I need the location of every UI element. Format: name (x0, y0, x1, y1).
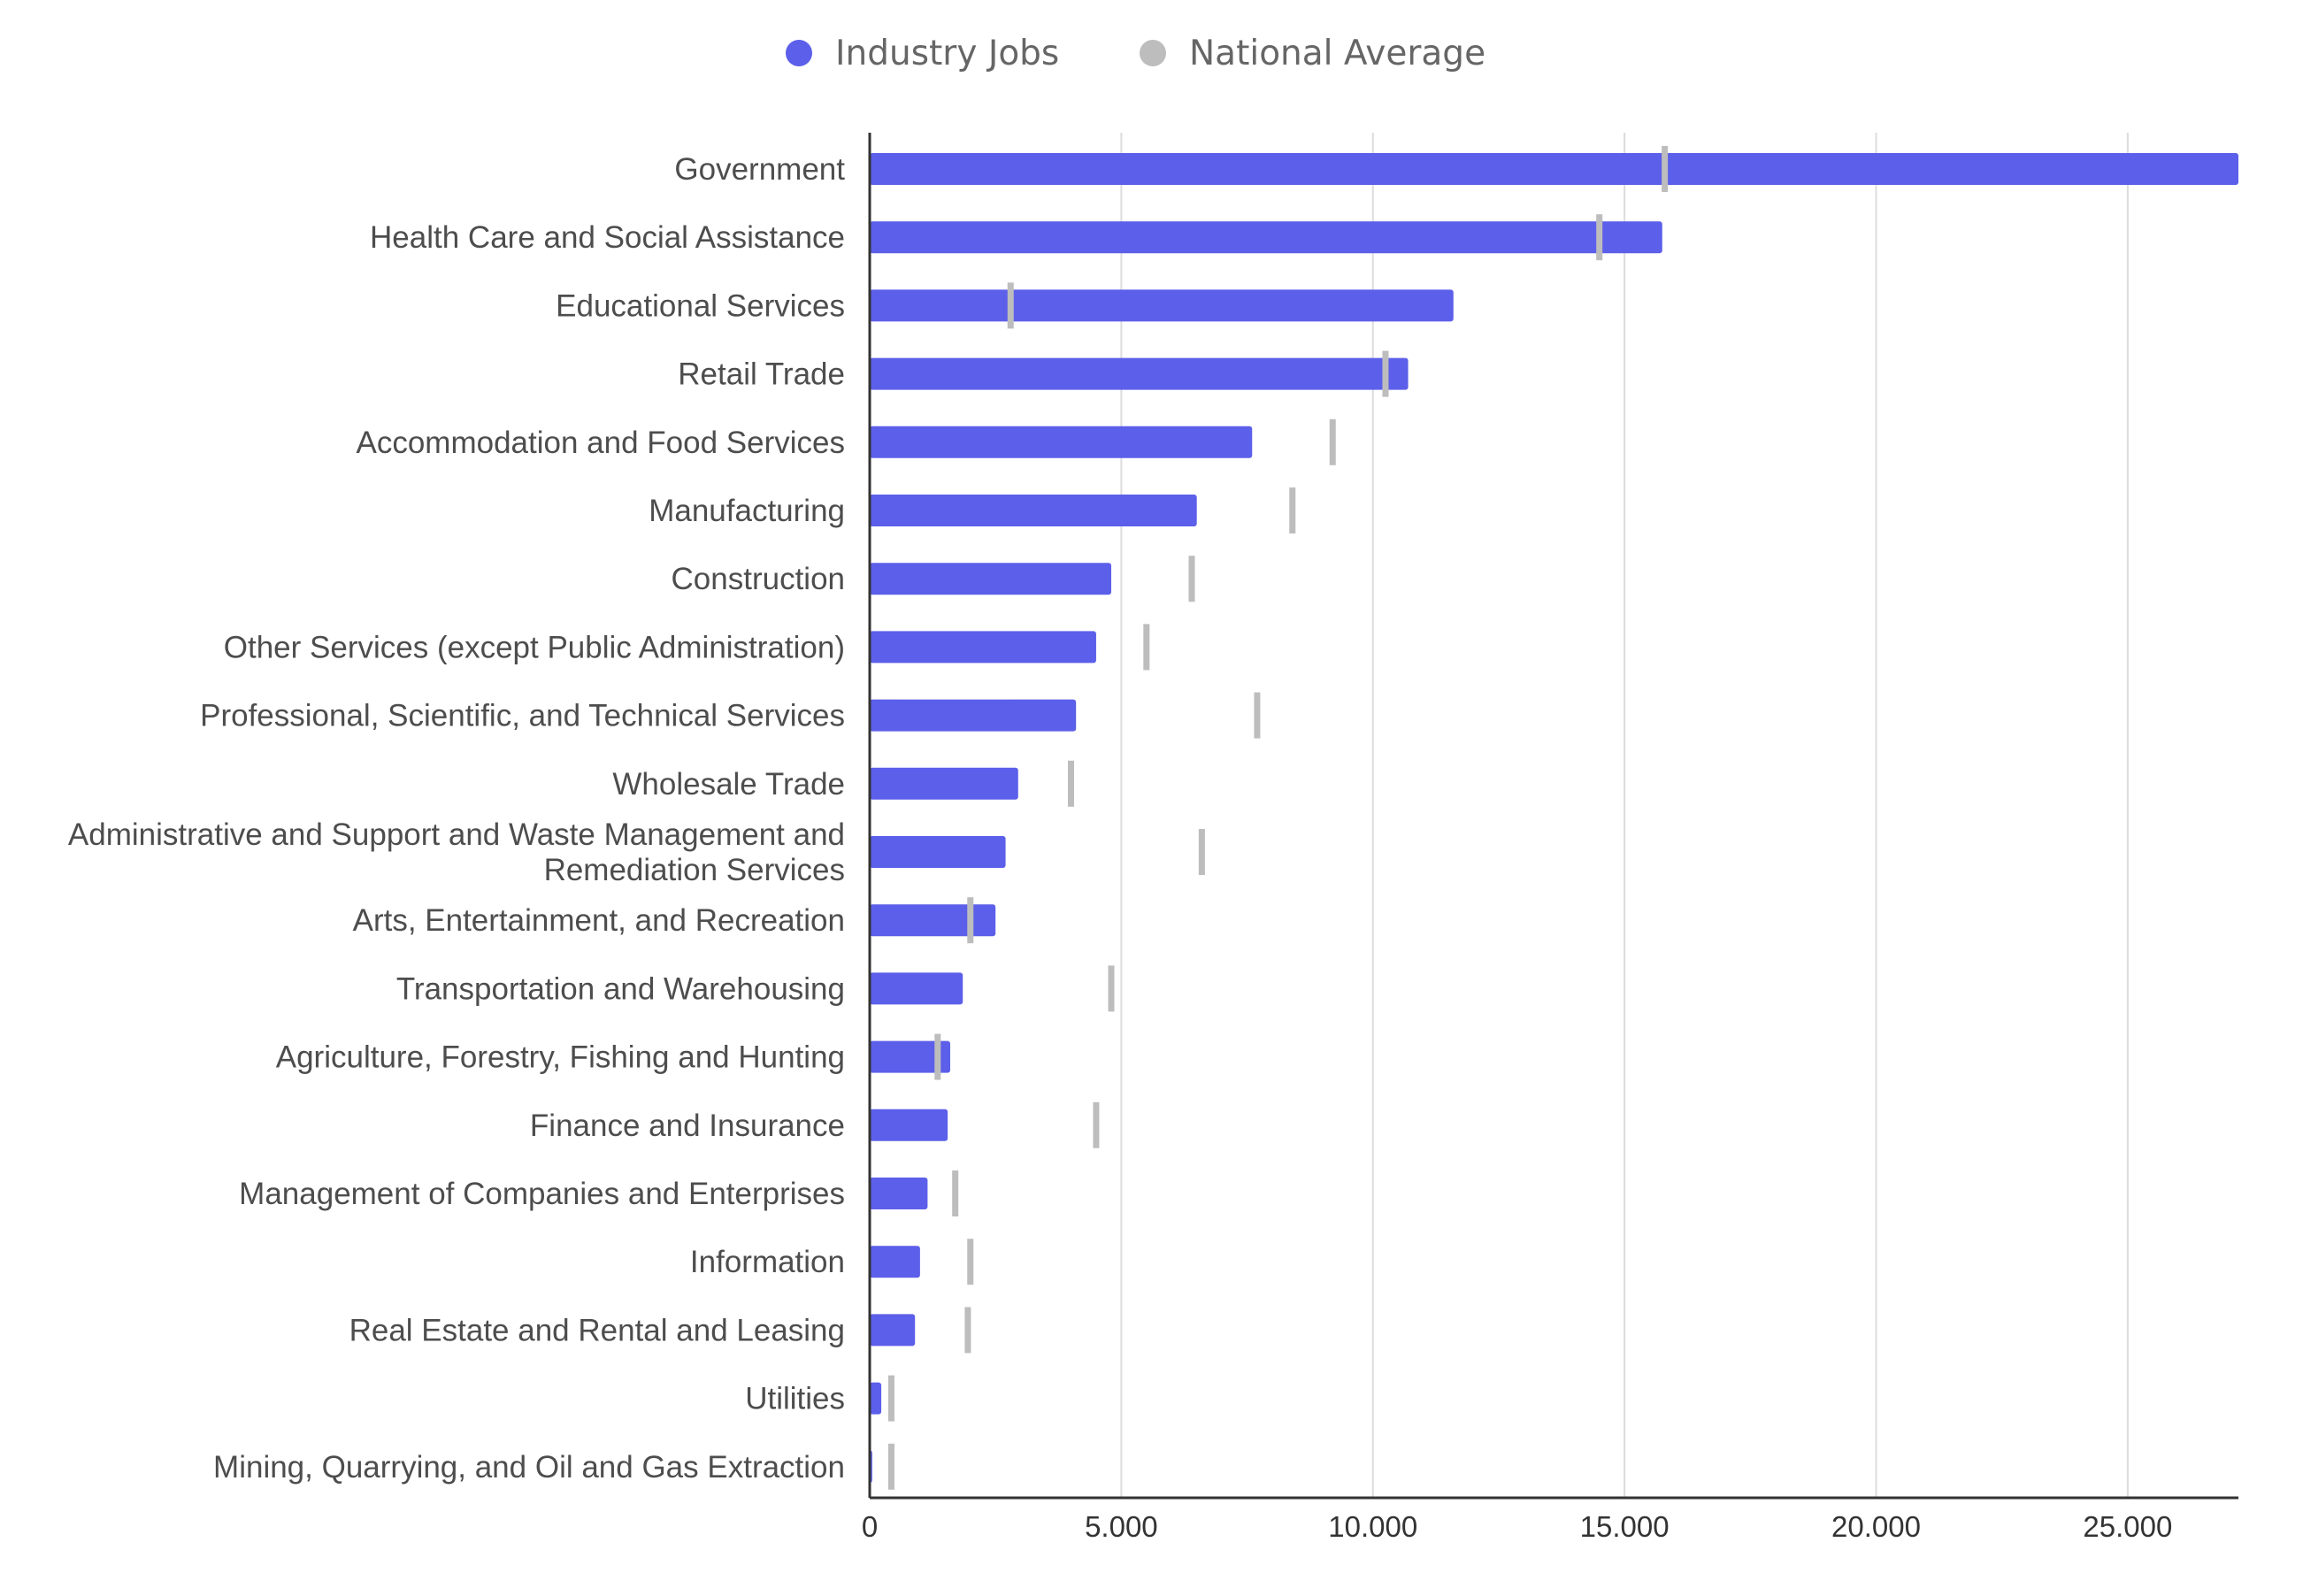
bar-transportation-and-warehousing (870, 972, 963, 1005)
bar-administrative-and-support-and-waste-management-and-remediation-services (870, 836, 1006, 868)
national-average-tick-wholesale-trade (1068, 760, 1074, 807)
national-average-tick-retail-trade (1382, 350, 1389, 397)
category-label-accommodation-and-food-services: Accommodation and Food Services (357, 426, 846, 460)
category-label-construction: Construction (672, 562, 845, 596)
bar-retail-trade (870, 357, 1409, 390)
national-average-tick-manufacturing (1289, 487, 1296, 533)
bar-health-care-and-social-assistance (870, 221, 1662, 254)
x-tick-label: 10.000 (1328, 1510, 1417, 1543)
category-label-administrative-and-support-and-waste-management-and-remediation-services: Administrative and Support and Waste Man… (68, 817, 845, 887)
national-average-tick-arts-entertainment-and-recreation (967, 897, 974, 944)
category-label-management-of-companies-and-enterprises: Management of Companies and Enterprises (239, 1177, 845, 1211)
national-average-tick-health-care-and-social-assistance (1596, 214, 1603, 261)
category-label-arts-entertainment-and-recreation: Arts, Entertainment, and Recreation (353, 903, 845, 938)
bar-wholesale-trade (870, 767, 1018, 800)
category-label-mining-quarrying-and-oil-and-gas-extraction: Mining, Quarrying, and Oil and Gas Extra… (213, 1450, 845, 1485)
category-label-professional-scientific-and-technical-services: Professional, Scientific, and Technical … (200, 699, 845, 733)
bar-utilities (870, 1382, 882, 1415)
legend-marker-industry-jobs (786, 40, 812, 66)
category-label-government: Government (674, 152, 845, 187)
legend-label-industry-jobs: Industry Jobs (835, 34, 1059, 73)
bar-management-of-companies-and-enterprises (870, 1178, 928, 1209)
national-average-tick-construction (1188, 556, 1195, 602)
bar-manufacturing (870, 495, 1197, 526)
category-label-manufacturing: Manufacturing (649, 494, 845, 528)
bar-finance-and-insurance (870, 1109, 948, 1141)
national-average-tick-management-of-companies-and-enterprises (952, 1170, 959, 1216)
category-label-retail-trade: Retail Trade (678, 357, 845, 392)
gridlines (1120, 133, 2129, 1498)
national-average-tick-administrative-and-support-and-waste-management-and-remediation-services (1198, 829, 1205, 875)
national-average-tick-transportation-and-warehousing (1108, 965, 1115, 1012)
category-label-finance-and-insurance: Finance and Insurance (530, 1109, 845, 1143)
national-average-tick-professional-scientific-and-technical-services (1254, 692, 1261, 739)
x-tick-label: 5.000 (1085, 1510, 1158, 1543)
category-label-real-estate-and-rental-and-leasing: Real Estate and Rental and Leasing (349, 1313, 845, 1347)
axes (868, 133, 2238, 1500)
national-average-tick-finance-and-insurance (1093, 1101, 1100, 1148)
x-tick-label: 0 (862, 1510, 878, 1543)
category-label-educational-services: Educational Services (556, 288, 845, 323)
national-average-tick-agriculture-forestry-fishing-and-hunting (934, 1033, 941, 1080)
category-label-other-services-except-public-administration: Other Services (except Public Administra… (224, 630, 845, 664)
bar-agriculture-forestry-fishing-and-hunting (870, 1040, 950, 1073)
national-average-tick-mining-quarrying-and-oil-and-gas-extraction (887, 1443, 894, 1490)
bar-professional-scientific-and-technical-services (870, 699, 1077, 732)
bar-real-estate-and-rental-and-leasing (870, 1314, 916, 1347)
bar-series-industry-jobs (870, 153, 2238, 1483)
category-label-transportation-and-warehousing: Transportation and Warehousing (396, 971, 845, 1006)
national-average-tick-real-estate-and-rental-and-leasing (964, 1307, 971, 1354)
category-label-wholesale-trade: Wholesale Trade (612, 767, 845, 802)
legend: Industry Jobs National Average (786, 34, 1485, 73)
x-tick-label: 20.000 (1831, 1510, 1921, 1543)
x-axis-tick-labels: 0 5.000 10.000 15.000 20.000 25.000 (862, 1510, 2173, 1543)
national-average-tick-educational-services (1007, 282, 1014, 329)
national-average-tick-information (967, 1239, 974, 1285)
bar-information (870, 1246, 920, 1278)
bar-other-services-except-public-administration (870, 631, 1096, 664)
national-average-tick-government (1662, 146, 1669, 192)
bar-arts-entertainment-and-recreation (870, 904, 996, 937)
category-label-health-care-and-social-assistance: Health Care and Social Assistance (370, 220, 845, 255)
category-label-utilities: Utilities (745, 1382, 845, 1416)
bar-accommodation-and-food-services (870, 426, 1253, 458)
national-average-tick-other-services-except-public-administration (1143, 624, 1150, 671)
bar-government (870, 153, 2238, 185)
national-average-tick-utilities (887, 1375, 894, 1422)
bar-construction (870, 563, 1111, 595)
x-tick-label: 25.000 (2083, 1510, 2172, 1543)
category-label-agriculture-forestry-fishing-and-hunting: Agriculture, Forestry, Fishing and Hunti… (276, 1040, 845, 1075)
legend-label-national-average: National Average (1189, 34, 1485, 73)
bar-educational-services (870, 289, 1454, 322)
category-label-information: Information (690, 1245, 845, 1279)
national-average-tick-accommodation-and-food-services (1329, 418, 1336, 465)
x-tick-label: 15.000 (1580, 1510, 1670, 1543)
category-labels: Government Health Care and Social Assista… (68, 152, 845, 1485)
legend-marker-national-average (1140, 40, 1166, 66)
tick-series-national-average (887, 146, 1669, 1490)
